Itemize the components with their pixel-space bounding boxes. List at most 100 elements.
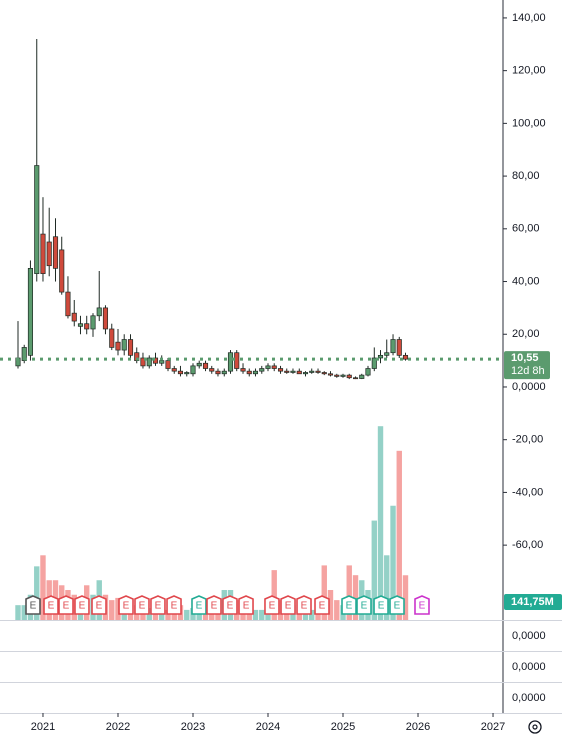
candle-body — [234, 352, 240, 369]
earnings-marker — [150, 595, 166, 615]
pane-label: 0,0000 — [512, 661, 546, 673]
earnings-marker — [222, 595, 238, 615]
candle-body — [102, 307, 109, 330]
candle-body — [359, 374, 365, 379]
candle-body — [259, 368, 265, 372]
candle-body — [302, 372, 309, 375]
volume-bar — [309, 609, 315, 620]
candle-body — [384, 352, 390, 356]
candle-body — [309, 370, 315, 373]
earnings-marker — [280, 595, 296, 615]
earnings-label: E — [171, 601, 178, 612]
earnings-marker — [389, 595, 405, 615]
volume-bar — [352, 575, 359, 620]
earnings-label: E — [123, 601, 130, 612]
candle-body — [227, 352, 234, 372]
earnings-marker — [356, 595, 372, 615]
candle-body — [77, 323, 84, 327]
candle-body — [352, 377, 359, 380]
settings-button[interactable] — [528, 720, 542, 734]
volume-bar — [252, 609, 259, 620]
candle-body — [184, 372, 190, 375]
candle-body — [71, 312, 77, 322]
candle-body — [115, 341, 121, 351]
candle-body — [284, 370, 290, 373]
earnings-label: E — [269, 601, 276, 612]
candle-body — [127, 339, 134, 356]
countdown: 12d 8h — [511, 365, 545, 377]
candle-body — [296, 370, 302, 375]
candle-body — [271, 365, 277, 369]
earnings-marker — [296, 595, 312, 615]
y-tick-label: 80,00 — [512, 170, 540, 182]
candle-body — [240, 368, 246, 372]
y-tick-label: 40,00 — [512, 275, 540, 287]
volume-bar — [327, 590, 334, 620]
volume-bar — [40, 555, 46, 620]
earnings-marker — [166, 595, 182, 615]
candle-body — [377, 354, 384, 359]
candle-body — [290, 370, 296, 373]
volume-bar — [384, 555, 390, 620]
candle-body — [59, 249, 65, 293]
candle-body — [109, 328, 115, 348]
earnings-marker — [58, 595, 74, 615]
candle-body — [40, 233, 46, 274]
candle-body — [321, 372, 327, 375]
volume-bar — [396, 450, 402, 620]
earnings-marker — [264, 595, 280, 615]
y-tick-label: -20,00 — [512, 434, 543, 446]
settings-icon — [532, 724, 538, 730]
candle-body — [246, 370, 252, 375]
candle-body — [252, 370, 259, 375]
volume-bar — [259, 609, 265, 620]
earnings-marker — [238, 595, 254, 615]
volume-bar — [321, 565, 327, 620]
candle-body — [159, 360, 165, 364]
earnings-marker — [206, 595, 222, 615]
candle-body — [221, 370, 227, 375]
pane-label: 0,0000 — [512, 692, 546, 704]
y-tick-label: 120,00 — [512, 65, 546, 77]
volume-bar — [390, 505, 396, 620]
candle-body — [27, 268, 34, 356]
earnings-label: E — [48, 601, 55, 612]
x-tick-label: 2027 — [481, 721, 505, 733]
x-tick-label: 2021 — [31, 721, 55, 733]
candle-body — [140, 357, 146, 367]
earnings-marker — [91, 595, 107, 615]
earnings-label: E — [96, 601, 103, 612]
y-tick-label: -40,00 — [512, 486, 543, 498]
volume-bar — [402, 575, 409, 620]
earnings-label: E — [196, 601, 203, 612]
candle-body — [196, 362, 202, 367]
y-tick-label: 20,00 — [512, 328, 540, 340]
earnings-label: E — [285, 601, 292, 612]
x-tick-label: 2023 — [181, 721, 205, 733]
earnings-label: E — [394, 601, 401, 612]
candle-body — [215, 370, 221, 375]
earnings-marker — [191, 595, 207, 615]
candle-body — [365, 368, 371, 376]
earnings-label: E — [227, 601, 234, 612]
y-tick-label: 100,00 — [512, 117, 546, 129]
candle-body — [65, 291, 71, 317]
earnings-marker — [414, 595, 430, 615]
earnings-label: E — [319, 601, 326, 612]
y-tick-label: 0,0000 — [512, 381, 546, 393]
volume-bar — [246, 609, 252, 620]
earnings-marker — [74, 595, 90, 615]
volume-bar — [196, 609, 202, 620]
candle-body — [190, 365, 196, 375]
candle-body — [34, 165, 40, 274]
price-label-box — [504, 351, 550, 380]
volume-bar — [109, 600, 115, 620]
candle-body — [46, 241, 52, 267]
volume-bar — [302, 609, 309, 620]
volume-bar — [377, 426, 384, 620]
volume-bar — [15, 605, 21, 620]
candle-body — [177, 370, 184, 375]
x-tick-label: 2024 — [256, 721, 280, 733]
x-tick-label: 2022 — [106, 721, 130, 733]
